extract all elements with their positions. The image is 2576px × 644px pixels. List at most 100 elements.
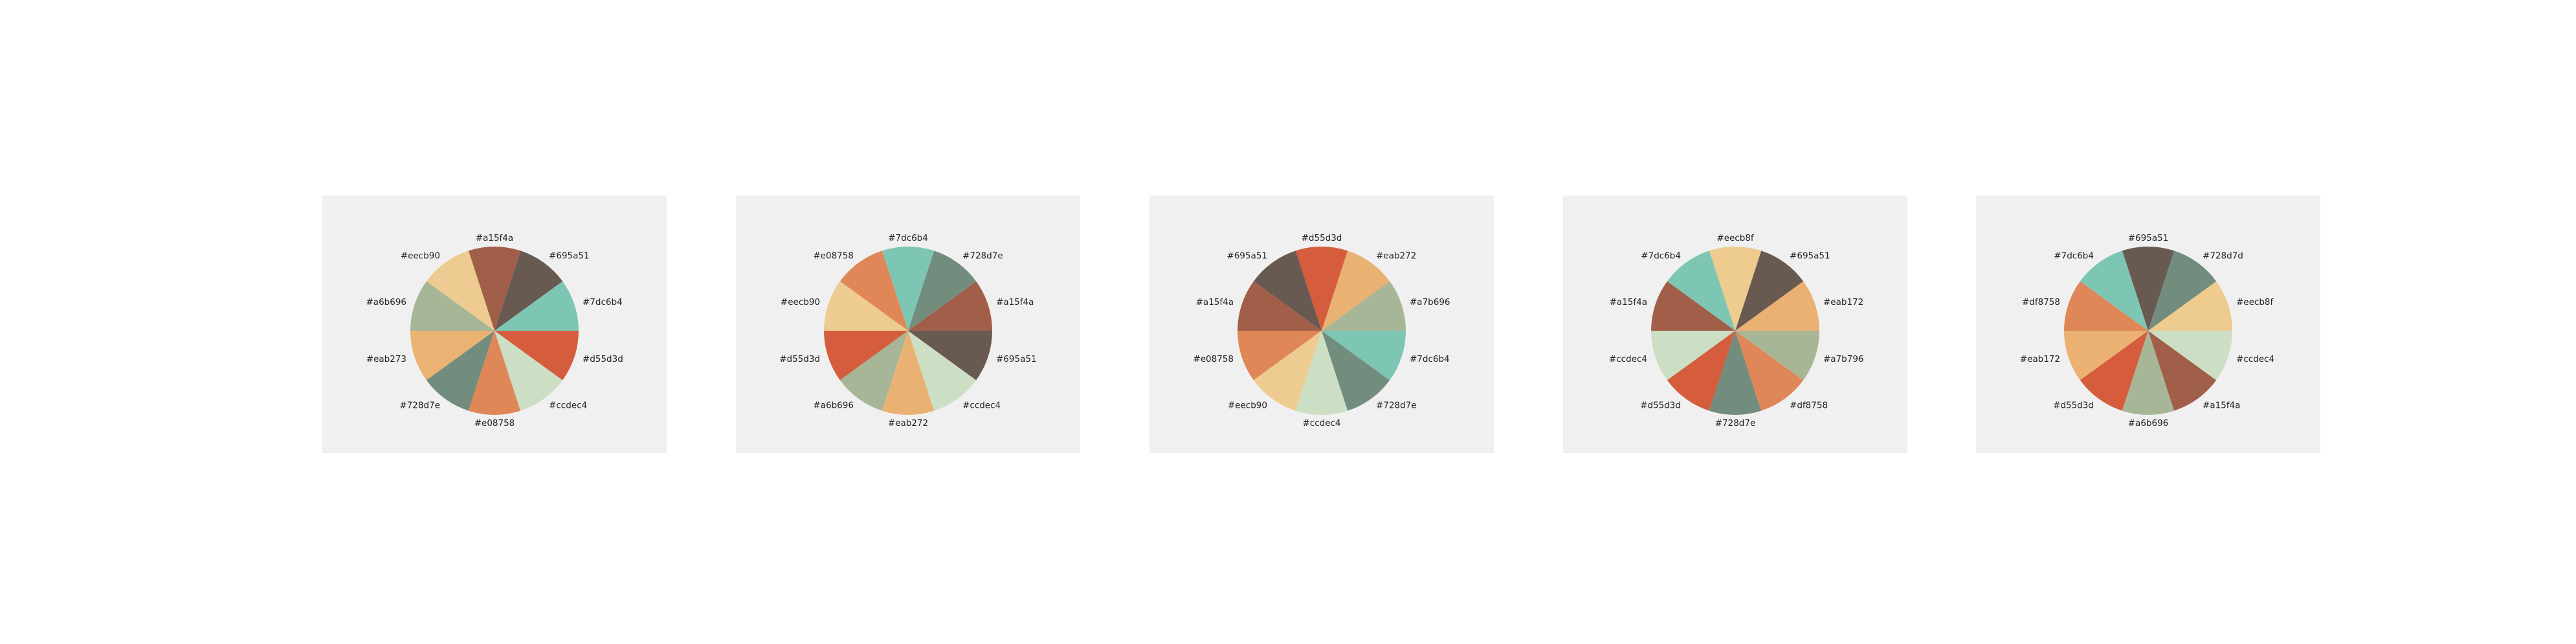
pie-slice-label: #728d7d	[2203, 250, 2243, 261]
pie-slice	[468, 331, 521, 416]
pie-chart-2: #a15f4a #728d7e #7dc6b4 #e08758 #eecb90 #d55d…	[736, 195, 1080, 453]
pie-slice	[1735, 331, 1819, 381]
pie-slice	[824, 331, 908, 381]
pie-chart-3: #a7b696 #eab272 #d55d3d #695a51 #a15f4a #e087…	[1149, 195, 1494, 453]
pie-slice	[1253, 331, 1322, 411]
pie-slice-label: #eab272	[888, 418, 928, 428]
pie-slice	[2148, 250, 2217, 331]
pie-slice-label: #eecb8f	[1716, 233, 1755, 243]
pie-slice	[1667, 331, 1735, 411]
pie-slice	[2122, 246, 2175, 331]
pie-slice	[1735, 281, 1819, 331]
pie-slice-label: #7dc6b4	[583, 297, 623, 307]
pie-slice-label: #a15f4a	[996, 297, 1034, 307]
pie-slice-label: #a15f4a	[1196, 297, 1234, 307]
pie-slice	[410, 331, 494, 381]
pie-slice	[426, 250, 494, 331]
pie-slice-label: #695a51	[549, 250, 590, 261]
pie-slice-label: #ccdec4	[2236, 354, 2274, 364]
pie-slice	[1322, 250, 1390, 331]
pie-slice	[1295, 246, 1348, 331]
pie-slice-label: #e08758	[474, 418, 515, 428]
pie-slice	[1322, 331, 1406, 381]
pie-slice-label: #eab172	[2020, 354, 2060, 364]
pie-slice-label: #ccdec4	[1302, 418, 1340, 428]
pie-slice-label: #df8758	[2022, 297, 2060, 307]
pie-slice-label: #a15f4a	[2203, 401, 2240, 411]
pie-slice	[1651, 281, 1735, 331]
pie-slice-label: #a7b696	[1410, 297, 1450, 307]
pie-slice-label: #728d7e	[1376, 401, 1417, 411]
pie-slice-label: #728d7e	[1715, 418, 1756, 428]
pie-slice	[824, 281, 908, 331]
pie-slice-label: #e08758	[1193, 354, 1234, 364]
pie-slice-label: #7dc6b4	[1410, 354, 1450, 364]
pie-slice-label: #ccdec4	[962, 401, 1001, 411]
pie-slice	[839, 331, 908, 411]
pie-slice	[1651, 331, 1735, 381]
pie-slice-label: #a15f4a	[1610, 297, 1647, 307]
pie-slice-label: #d55d3d	[779, 354, 820, 364]
pie-slice	[2148, 331, 2232, 381]
pie-slice	[1735, 331, 1804, 411]
pie-slice	[2064, 281, 2148, 331]
pie-slice-label: #eab272	[1376, 250, 1416, 261]
pie-slice	[2064, 331, 2148, 381]
pie-slice	[494, 331, 579, 381]
pie-slice-label: #d55d3d	[1640, 401, 1681, 411]
pie-slice-label: #d55d3d	[2053, 401, 2094, 411]
pie-slice	[1238, 331, 1322, 381]
pie-slice	[468, 246, 521, 331]
pie-slice-label: #a6b696	[2128, 418, 2169, 428]
pie-slice	[1709, 331, 1762, 416]
pie-slice-label: #eab172	[1823, 297, 1863, 307]
pie-slice-label: #eecb90	[401, 250, 440, 261]
pie-slice	[1238, 281, 1322, 331]
pie-slice-label: #e08758	[813, 250, 854, 261]
pie-slice-label: #eab273	[366, 354, 406, 364]
pie-slice-label: #eecb90	[781, 297, 820, 307]
pie-slice-label: #695a51	[2128, 233, 2169, 243]
pie-slice	[2080, 250, 2148, 331]
pie-slice-label: #7dc6b4	[888, 233, 928, 243]
pie-slice-label: #ccdec4	[549, 401, 587, 411]
pie-slice	[1322, 281, 1406, 331]
pie-slice	[908, 281, 992, 331]
pie-slice-label: #695a51	[996, 354, 1037, 364]
pie-slice	[2148, 331, 2217, 411]
pie-slice	[410, 281, 494, 331]
pie-slice	[1295, 331, 1348, 416]
pie-slice-label: #a7b796	[1823, 354, 1864, 364]
pie-slice	[494, 331, 563, 411]
pie-slice-label: #a6b696	[366, 297, 406, 307]
pie-slice	[908, 250, 977, 331]
pie-slice	[882, 246, 935, 331]
pie-slice	[426, 331, 494, 411]
pie-slice-label: #eecb90	[1228, 401, 1267, 411]
pie-slice-label: #a6b696	[813, 401, 854, 411]
pie-slice	[2122, 331, 2175, 416]
pie-slice	[494, 281, 579, 331]
pie-slice-label: #728d7e	[962, 250, 1003, 261]
pie-slice-label: #728d7e	[399, 401, 440, 411]
pie-slice	[1667, 250, 1735, 331]
pie-slice	[2080, 331, 2148, 411]
pie-slice	[882, 331, 935, 416]
pie-slice	[2148, 281, 2232, 331]
pie-slice-label: #695a51	[1790, 250, 1830, 261]
pie-slice	[494, 250, 563, 331]
pie-slice	[839, 250, 908, 331]
pie-slice-label: #df8758	[1790, 401, 1828, 411]
pie-chart-5: #eecb8f #728d7d #695a51 #7dc6b4 #df8758 #eab1…	[1976, 195, 2320, 453]
pie-slice-label: #d55d3d	[583, 354, 623, 364]
pie-slice	[908, 331, 977, 411]
pie-slice	[1253, 250, 1322, 331]
pie-slice-label: #a15f4a	[476, 233, 513, 243]
pie-slice-label: #ccdec4	[1609, 354, 1647, 364]
pie-slice-label: #7dc6b4	[1641, 250, 1681, 261]
pie-chart-1: #7dc6b4 #695a51 #a15f4a #eecb90 #a6b696 #eab2…	[322, 195, 667, 453]
pie-chart-4: #eab172 #695a51 #eecb8f #7dc6b4 #a15f4a #ccde…	[1563, 195, 1907, 453]
pie-slice	[908, 331, 992, 381]
pie-slice-label: #695a51	[1227, 250, 1267, 261]
